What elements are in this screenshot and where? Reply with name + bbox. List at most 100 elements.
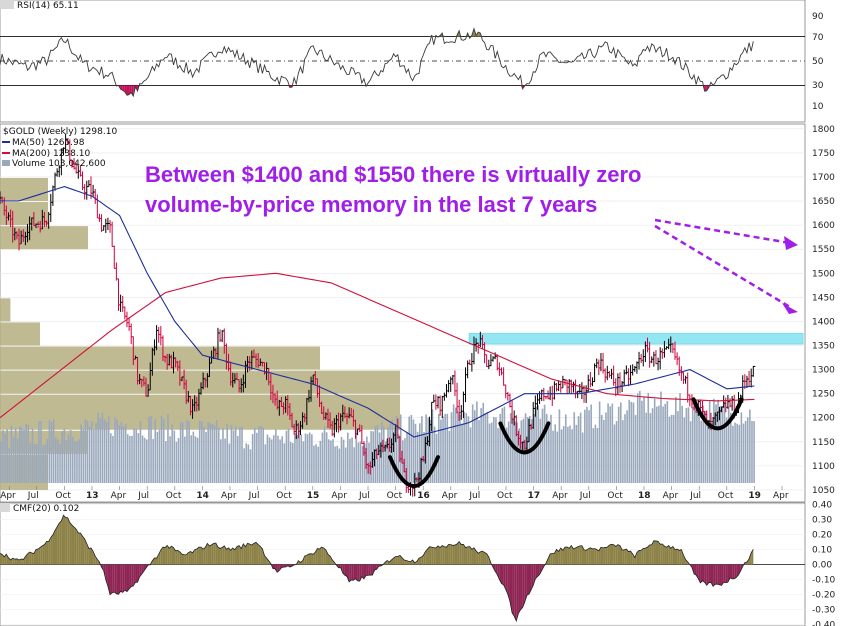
- cmf-positive-area: [634, 552, 637, 565]
- volume-bar: [385, 441, 387, 483]
- volume-bar: [503, 406, 506, 483]
- cmf-negative-area: [275, 564, 278, 573]
- volume-bar: [61, 431, 63, 483]
- x-axis-label: Jul: [137, 491, 149, 501]
- volume-bar: [569, 425, 571, 483]
- volume-bar: [25, 423, 27, 483]
- cmf-positive-area: [300, 560, 303, 565]
- price-title: $GOLD (Weekly) 1298.10: [3, 127, 117, 137]
- cmf-positive-area: [552, 553, 555, 565]
- volume-bar: [268, 437, 271, 483]
- x-axis-label: Jul: [689, 491, 701, 501]
- cmf-positive-area: [78, 532, 81, 565]
- price-tick-label: 1650: [812, 197, 835, 207]
- cmf-negative-area: [698, 564, 701, 583]
- cmf-positive-area: [617, 544, 620, 565]
- volume-bar: [465, 413, 468, 483]
- cmf-positive-area: [575, 546, 578, 565]
- volume-bar: [228, 443, 231, 483]
- cmf-positive-area: [165, 545, 168, 565]
- cmf-positive-area: [467, 546, 470, 565]
- x-axis-label: 16: [417, 491, 430, 501]
- cmf-negative-area: [509, 564, 513, 613]
- volume-bar: [27, 425, 30, 483]
- volume-bar: [744, 420, 747, 483]
- cmf-positive-area: [6, 554, 9, 565]
- volume-bar: [150, 416, 152, 483]
- cmf-positive-area: [548, 553, 551, 565]
- cmf-positive-area: [581, 545, 585, 565]
- cmf-positive-area: [21, 558, 24, 565]
- x-axis-label: Apr: [0, 491, 16, 501]
- cmf-positive-area: [440, 545, 443, 565]
- volume-bar: [289, 441, 292, 483]
- volume-bar: [675, 397, 677, 483]
- volume-bar: [442, 416, 444, 483]
- volume-bar: [146, 439, 148, 483]
- volume-bar: [317, 446, 319, 483]
- cmf-positive-area: [404, 560, 407, 565]
- cmf-negative-area: [499, 564, 502, 584]
- cmf-menu-icon[interactable]: [0, 503, 10, 512]
- volume-bar: [732, 425, 734, 483]
- volume-bar: [746, 417, 749, 483]
- rsi-oversold-fill: [124, 85, 127, 96]
- volume-bar: [243, 448, 245, 483]
- ma200-legend: MA(200) 1238.10: [12, 149, 90, 159]
- cmf-negative-area: [539, 564, 542, 575]
- cmf-positive-area: [675, 549, 678, 565]
- cmf-positive-area: [484, 552, 487, 565]
- volume-bar: [444, 413, 446, 483]
- cmf-positive-area: [251, 543, 254, 565]
- cmf-positive-area: [262, 548, 265, 565]
- volume-bar: [266, 434, 269, 483]
- volume-bar: [23, 429, 25, 483]
- volume-bar: [19, 425, 21, 483]
- volume-bar: [454, 407, 457, 483]
- x-axis-label: Apr: [221, 491, 237, 501]
- rsi-plot-layer: [0, 27, 805, 98]
- volume-bar: [607, 403, 609, 483]
- cmf-positive-area: [2, 554, 5, 565]
- cmf-negative-area: [368, 564, 371, 576]
- cmf-positive-area: [387, 560, 390, 565]
- volume-bar: [222, 427, 224, 483]
- volume-bar: [717, 399, 719, 483]
- price-tick-label: 1600: [812, 221, 835, 231]
- cmf-positive-area: [658, 541, 661, 565]
- volume-bar: [275, 429, 277, 483]
- cmf-negative-area: [522, 564, 525, 608]
- price-tick-label: 1050: [812, 486, 835, 496]
- rsi-menu-icon[interactable]: [0, 0, 14, 9]
- volume-bar: [643, 397, 645, 483]
- volume-legend: Volume 103,042,600: [12, 159, 106, 169]
- cmf-positive-area: [169, 546, 172, 565]
- cmf-positive-area: [433, 547, 436, 565]
- volume-bar: [478, 419, 480, 483]
- cmf-positive-area: [628, 551, 631, 565]
- cmf-positive-area: [668, 545, 671, 565]
- cmf-negative-area: [139, 564, 142, 577]
- volume-bar: [507, 421, 510, 483]
- volume-bar: [639, 390, 641, 483]
- cmf-positive-area: [480, 551, 483, 565]
- cmf-positive-area: [681, 549, 684, 565]
- volume-bar: [571, 429, 573, 483]
- cmf-positive-area: [59, 520, 62, 565]
- cmf-positive-area: [67, 517, 70, 565]
- volume-bar: [577, 416, 580, 483]
- volume-bar: [213, 425, 216, 483]
- volume-by-price-bar: [0, 298, 11, 322]
- volume-bar: [670, 414, 673, 483]
- volume-bar: [653, 398, 656, 483]
- volume-bar: [427, 417, 430, 483]
- x-axis-label: Jul: [27, 491, 39, 501]
- cmf-positive-area: [651, 540, 654, 565]
- cmf-tick-label: 0.10: [812, 546, 832, 556]
- cmf-positive-area: [304, 555, 307, 565]
- cmf-tick-label: 0.40: [812, 501, 832, 511]
- volume-bar: [256, 432, 258, 483]
- cmf-positive-area: [95, 556, 98, 565]
- cmf-positive-area: [622, 549, 625, 565]
- cmf-positive-area: [385, 560, 388, 565]
